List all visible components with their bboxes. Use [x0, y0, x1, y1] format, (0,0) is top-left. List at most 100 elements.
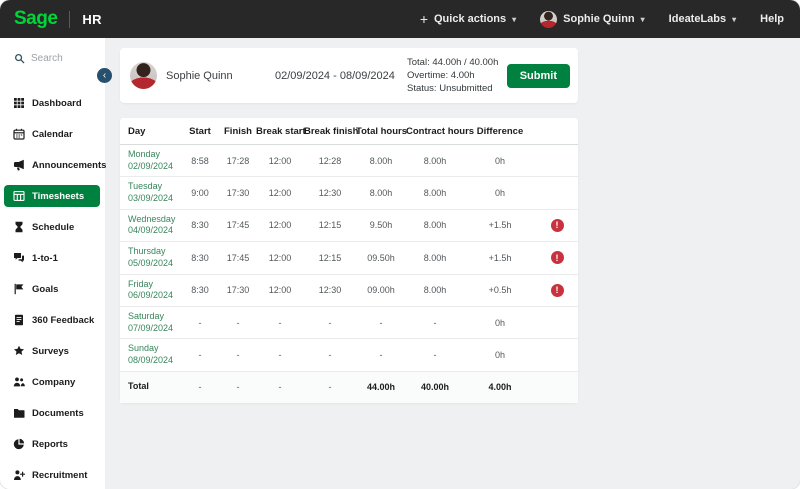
table-row-thursday[interactable]: Thursday 05/09/2024 8:30 17:45 12:00 12:15 09.…: [120, 242, 578, 275]
search-input[interactable]: [31, 53, 91, 64]
table-row-saturday[interactable]: Saturday 07/09/2024 - - - - - - 0h: [120, 307, 578, 340]
difference-cell: 0h: [494, 188, 505, 199]
user-menu[interactable]: Sophie Quinn ▾: [540, 10, 645, 28]
column-header-day: Day: [128, 125, 146, 137]
sidebar-item-goals[interactable]: Goals: [4, 278, 100, 300]
summary-totals: Total: 44.00h / 40.00h Overtime: 4.00h S…: [407, 56, 507, 96]
start-cell: 8:58: [191, 155, 209, 166]
table-row-sunday[interactable]: Sunday 08/09/2024 - - - - - - 0h: [120, 339, 578, 372]
break-start-cell: -: [278, 317, 282, 328]
table-row-total: Total - - - - 44.00h 40.00h 4.00h: [120, 371, 578, 403]
sidebar-item-timesheets[interactable]: Timesheets: [4, 185, 100, 207]
column-header-contract-hours: Contract hours: [406, 125, 475, 137]
contract-hours-cell: 8.00h: [423, 155, 447, 166]
sidebar-collapse-button[interactable]: ‹: [97, 68, 112, 83]
finish-cell: 17:28: [226, 155, 250, 166]
people-icon: [13, 376, 25, 388]
break-finish-cell: 12:15: [318, 220, 342, 231]
difference-cell: 0h: [494, 317, 505, 328]
timesheet-summary-card: Sophie Quinn 02/09/2024 - 08/09/2024 Tot…: [120, 48, 578, 103]
total-hours-cell: 09.50h: [367, 252, 395, 263]
contract-hours-cell: 8.00h: [423, 285, 447, 296]
difference-cell: +1.5h: [488, 220, 512, 231]
start-cell: -: [198, 382, 202, 393]
total-hours-cell: 8.00h: [369, 188, 393, 199]
finish-cell: -: [236, 382, 240, 393]
break-finish-cell: -: [328, 349, 332, 360]
day-cell: Sunday 08/09/2024: [128, 343, 174, 365]
timesheet-table: Day Start Finish Break start Break finish Tot…: [120, 118, 578, 403]
warning-icon[interactable]: !: [550, 283, 564, 297]
sidebar-item-dashboard[interactable]: Dashboard: [4, 92, 100, 114]
avatar: [540, 10, 558, 28]
total-hours-cell: 8.00h: [369, 155, 393, 166]
sidebar: Dashboard Calendar Announcements Timesheets…: [0, 38, 106, 489]
day-cell: Thursday 05/09/2024: [128, 246, 174, 268]
contract-hours-cell: 40.00h: [420, 382, 450, 393]
status-line: Status: Unsubmitted: [407, 83, 493, 95]
sidebar-item-surveys[interactable]: Surveys: [4, 340, 100, 362]
calendar-icon: [13, 128, 25, 140]
column-header-total-hours: Total hours: [356, 125, 408, 137]
contract-hours-cell: 8.00h: [423, 252, 447, 263]
sidebar-item-calendar[interactable]: Calendar: [4, 123, 100, 145]
finish-cell: -: [236, 349, 240, 360]
column-header-break-finish: Break finish: [304, 125, 359, 137]
sidebar-item-company[interactable]: Company: [4, 371, 100, 393]
finish-cell: -: [236, 317, 240, 328]
column-header-start: Start: [189, 125, 211, 137]
user-name: Sophie Quinn: [563, 13, 635, 25]
total-hours-cell: -: [379, 349, 383, 360]
avatar: [130, 62, 157, 89]
topbar-divider: [69, 10, 71, 28]
difference-cell: 0h: [494, 349, 505, 360]
submit-button[interactable]: Submit: [506, 63, 570, 88]
sidebar-item-360-feedback[interactable]: 360 Feedback: [4, 309, 100, 331]
total-hours-cell: 09.00h: [367, 285, 395, 296]
start-cell: 9:00: [191, 188, 209, 199]
sidebar-item-1-to-1[interactable]: 1-to-1: [4, 247, 100, 269]
search-icon: [15, 54, 25, 64]
difference-cell: 4.00h: [488, 382, 512, 393]
total-hours-cell: 9.50h: [369, 220, 393, 231]
sidebar-item-label: Schedule: [32, 221, 75, 233]
table-body: Monday 02/09/2024 8:58 17:28 12:00 12:28 8.00h…: [120, 145, 578, 403]
sidebar-item-label: Reports: [32, 438, 68, 450]
break-finish-cell: 12:15: [318, 252, 342, 263]
warning-icon[interactable]: !: [550, 218, 564, 232]
quick-actions-menu[interactable]: + Quick actions ▾: [420, 12, 516, 26]
break-finish-cell: 12:28: [318, 155, 342, 166]
table-row-wednesday[interactable]: Wednesday 04/09/2024 8:30 17:45 12:00 12:15 9.…: [120, 210, 578, 243]
chevron-down-icon: ▾: [640, 14, 645, 24]
difference-cell: +0.5h: [488, 285, 512, 296]
topbar-right: + Quick actions ▾ Sophie Quinn ▾ IdeateL…: [420, 10, 784, 28]
employee-name: Sophie Quinn: [166, 69, 233, 82]
sidebar-item-label: Dashboard: [32, 97, 82, 109]
sidebar-nav: Dashboard Calendar Announcements Timesheets…: [0, 76, 106, 486]
table-row-monday[interactable]: Monday 02/09/2024 8:58 17:28 12:00 12:28 8.00h…: [120, 145, 578, 178]
sidebar-item-reports[interactable]: Reports: [4, 433, 100, 455]
table-row-tuesday[interactable]: Tuesday 03/09/2024 9:00 17:30 12:00 12:30 8.00…: [120, 177, 578, 210]
app-body: ‹ Dashboard Calendar Announcements Timeshee…: [0, 38, 800, 489]
table-row-friday[interactable]: Friday 06/09/2024 8:30 17:30 12:00 12:30 09.00…: [120, 275, 578, 307]
sidebar-item-announcements[interactable]: Announcements: [4, 154, 106, 176]
quick-actions-label: Quick actions: [434, 13, 507, 25]
sage-logo: Sage: [14, 8, 58, 29]
sidebar-search[interactable]: [0, 38, 105, 76]
warning-icon[interactable]: !: [550, 251, 564, 265]
total-hours-line: Total: 44.00h / 40.00h: [407, 56, 499, 68]
person-add-icon: [13, 469, 25, 481]
sidebar-item-label: 1-to-1: [32, 252, 58, 264]
difference-cell: 0h: [494, 155, 505, 166]
sidebar-item-documents[interactable]: Documents: [4, 402, 100, 424]
break-finish-cell: 12:30: [318, 188, 342, 199]
sidebar-item-schedule[interactable]: Schedule: [4, 216, 100, 238]
sidebar-item-label: Calendar: [32, 128, 73, 140]
finish-cell: 17:45: [226, 220, 250, 231]
sidebar-item-recruitment[interactable]: Recruitment: [4, 464, 100, 486]
finish-cell: 17:30: [226, 188, 250, 199]
company-menu[interactable]: IdeateLabs ▾: [669, 13, 736, 25]
day-cell: Wednesday 04/09/2024: [128, 213, 176, 236]
start-cell: -: [198, 317, 202, 328]
help-link[interactable]: Help: [760, 13, 784, 25]
